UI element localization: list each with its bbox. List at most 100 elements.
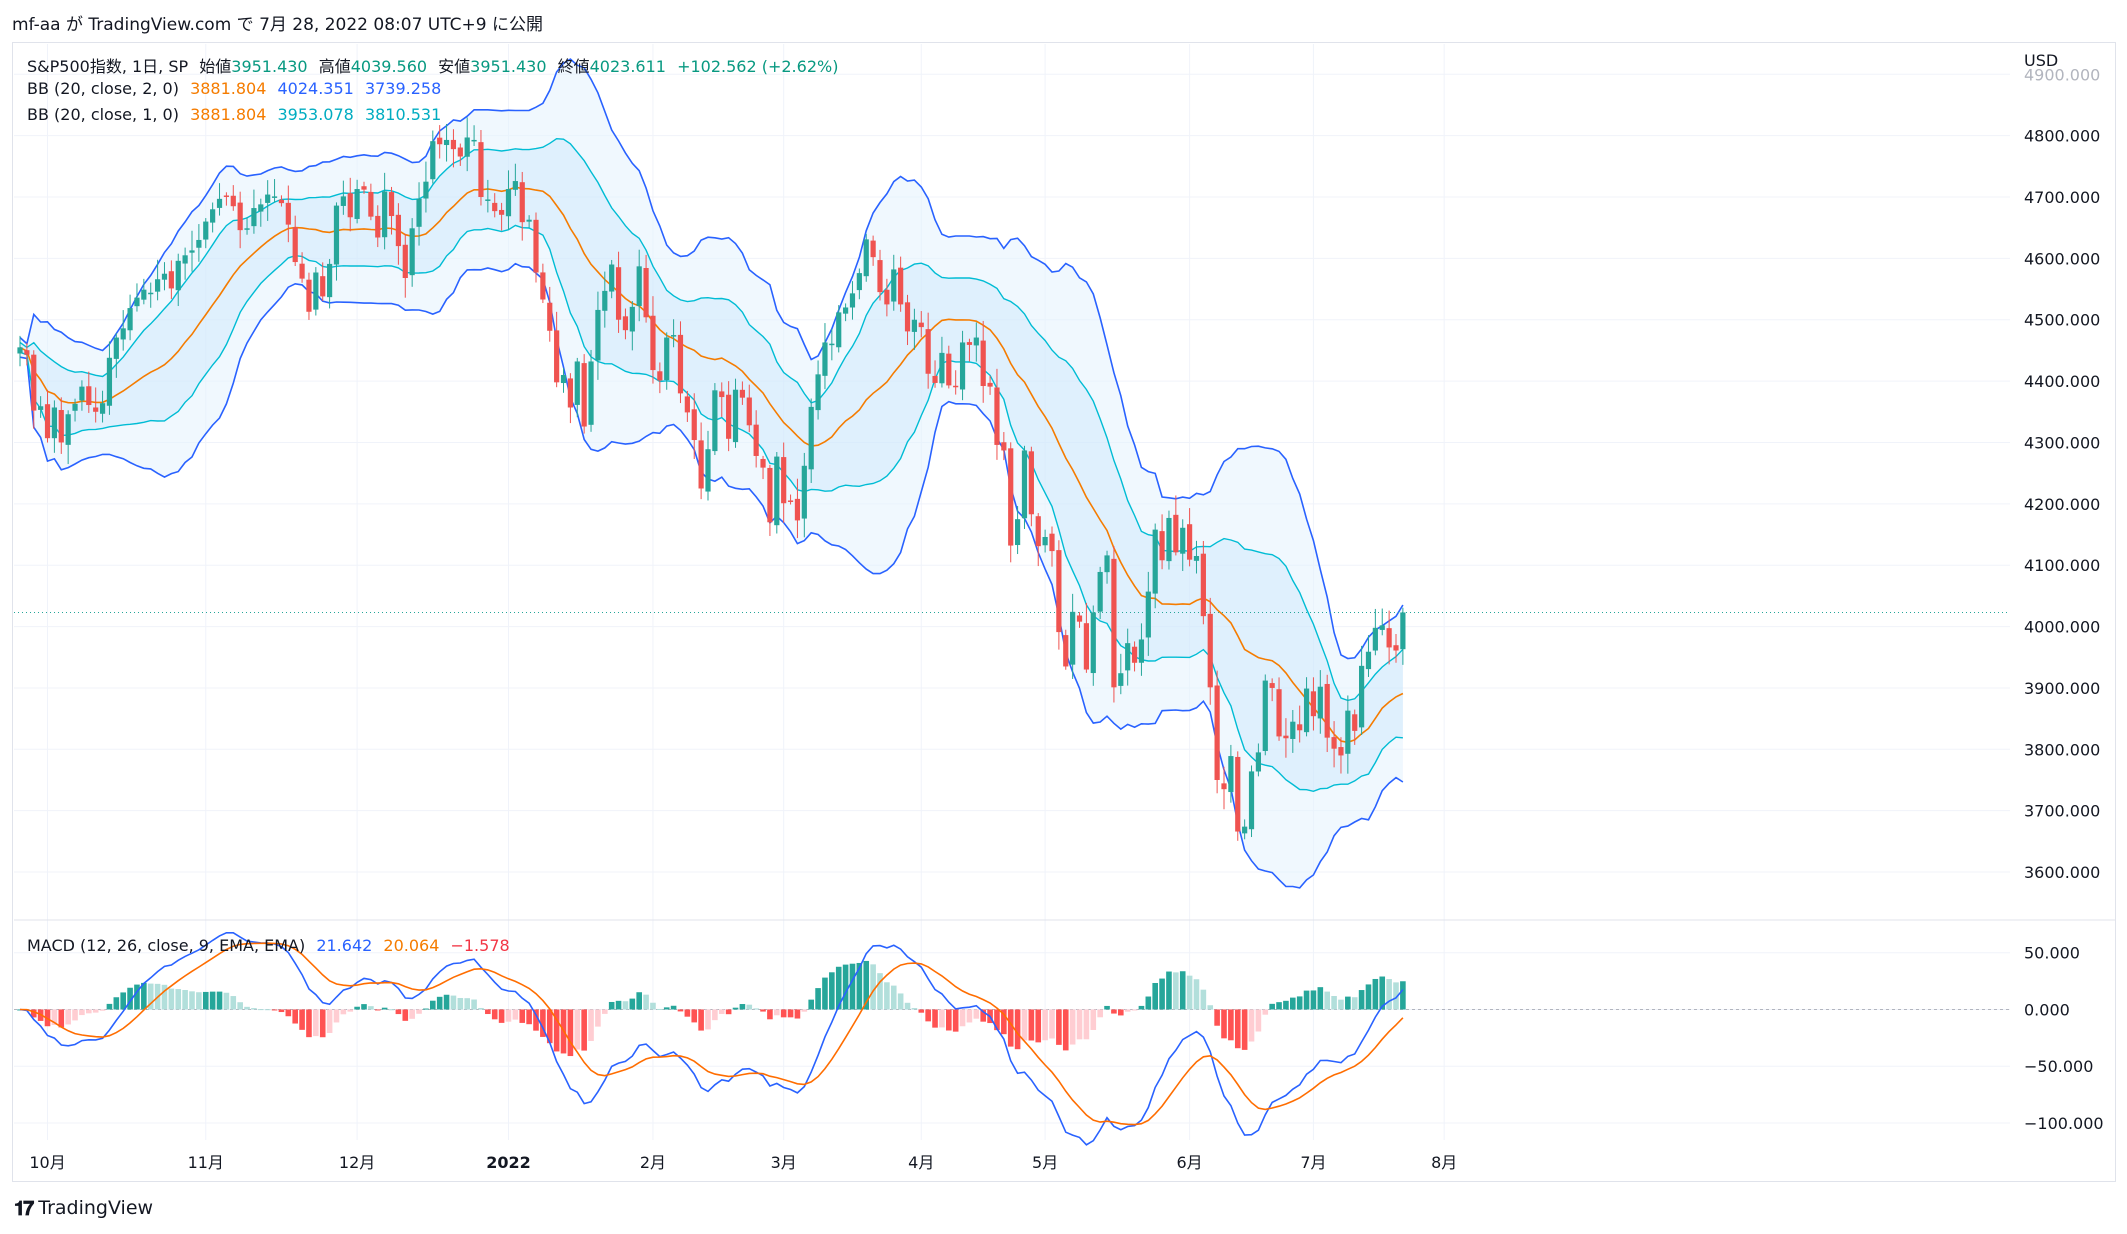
macd-histogram-bar: [574, 1009, 581, 1050]
macd-histogram-bar: [1331, 996, 1337, 1010]
macd-tick-label: −100.000: [2024, 1114, 2104, 1133]
candle-body: [375, 215, 381, 238]
candle-body: [1083, 623, 1089, 670]
macd-histogram-bar: [258, 1009, 264, 1011]
macd-histogram-bar: [1324, 991, 1330, 1010]
candle-body: [203, 221, 209, 240]
time-tick-label: 2022: [486, 1153, 531, 1172]
macd-histogram-bar: [746, 1004, 753, 1010]
candle-body: [340, 196, 346, 206]
macd-histogram-bar: [313, 1009, 319, 1037]
candle-body: [822, 342, 828, 376]
candle-body: [774, 456, 780, 526]
macd-histogram-bar: [973, 1009, 980, 1019]
candle-body: [1214, 685, 1220, 780]
macd-histogram-bar: [966, 1009, 973, 1023]
candle-body: [333, 205, 340, 265]
macd-histogram-bar: [374, 1009, 381, 1011]
candle-body: [1056, 550, 1062, 633]
price-tick-label: 4700.000: [2024, 188, 2100, 207]
candle-body: [705, 449, 711, 492]
bb2-lower-line: [19, 262, 1404, 889]
candle-body: [588, 361, 594, 425]
candle-body: [93, 407, 99, 412]
candle-body: [746, 397, 752, 426]
close-value: 4023.611: [589, 57, 666, 76]
candle-body: [505, 189, 512, 217]
candle-body: [980, 340, 986, 387]
candle-body: [388, 192, 395, 217]
candle-body: [320, 276, 326, 297]
candle-body: [994, 387, 1000, 445]
bb1-label[interactable]: BB (20, close, 1, 0): [27, 105, 179, 124]
chart-frame[interactable]: [12, 42, 2116, 1182]
macd-histogram-bar: [1014, 1009, 1021, 1050]
macd-histogram-bar: [801, 1009, 808, 1012]
macd-histogram-bar: [629, 998, 636, 1010]
candle-body: [602, 290, 608, 311]
macd-histogram-bar: [361, 1004, 367, 1010]
candle-body: [643, 267, 649, 318]
macd-histogram-bar: [1097, 1009, 1103, 1018]
bb2-label[interactable]: BB (20, close, 2, 0): [27, 79, 179, 98]
symbol-label[interactable]: S&P500指数, 1日, SP: [27, 57, 189, 76]
price-tick-label: 4100.000: [2024, 556, 2100, 575]
candle-body: [306, 279, 312, 312]
macd-histogram-bar: [72, 1009, 78, 1021]
candle-body: [86, 386, 92, 406]
macd-histogram-bar: [1310, 990, 1317, 1010]
candle-body: [671, 335, 677, 337]
macd-histogram-bar: [822, 977, 828, 1010]
time-tick-label: 2月: [640, 1153, 666, 1172]
macd-histogram-bar: [1173, 972, 1179, 1010]
macd-histogram-bar: [526, 1009, 532, 1025]
hist-value: −1.578: [450, 936, 510, 955]
candle-body: [939, 352, 945, 384]
candle-body: [1290, 721, 1296, 739]
bb2-legend: BB (20, close, 2, 0) 3881.804 4024.351 3…: [27, 79, 447, 98]
price-tick-label: 4500.000: [2024, 311, 2100, 330]
candle-body: [1021, 450, 1028, 519]
high-label: 高値: [318, 57, 351, 76]
price-tick-label: 4600.000: [2024, 249, 2100, 268]
brand-footer[interactable]: 𝟏𝟕 TradingView: [14, 1196, 153, 1220]
macd-histogram-bar: [863, 960, 870, 1010]
bb2-upper-line: [19, 58, 1404, 660]
candle-body: [547, 302, 553, 331]
candle-body: [574, 361, 580, 405]
candle-body: [1180, 527, 1186, 554]
candle-body: [265, 194, 271, 203]
macd-histogram-bar: [409, 1009, 415, 1019]
macd-histogram-bar: [1028, 1009, 1035, 1041]
macd-histogram-bar: [299, 1009, 305, 1030]
macd-histogram-bar: [505, 1009, 512, 1022]
macd-histogram-bar: [877, 973, 883, 1010]
candle-body: [402, 244, 408, 279]
macd-histogram-bar: [512, 1009, 519, 1020]
candle-body: [1028, 451, 1034, 515]
macd-histogram-bar: [980, 1009, 986, 1022]
macd-histogram-bar: [1104, 1005, 1110, 1010]
macd-histogram-bar: [485, 1009, 491, 1015]
candle-body: [1200, 553, 1206, 617]
candle-body: [932, 375, 938, 383]
price-legend: S&P500指数, 1日, SP 始値3951.430 高値4039.560 安…: [27, 53, 844, 77]
macd-histogram-bar: [450, 995, 457, 1010]
macd-histogram-bar: [306, 1009, 312, 1038]
time-tick-label: 12月: [339, 1153, 375, 1172]
macd-label[interactable]: MACD (12, 26, close, 9, EMA, EMA): [27, 936, 306, 955]
candle-body: [17, 347, 23, 354]
candle-body: [1187, 524, 1193, 560]
low-label: 安値: [438, 57, 471, 76]
macd-histogram-bar: [952, 1009, 959, 1032]
candle-body: [760, 458, 766, 468]
candle-body: [753, 424, 759, 456]
bb1-upper-value: 3953.078: [277, 105, 354, 124]
macd-histogram-bar: [244, 1006, 250, 1010]
time-tick-label: 8月: [1431, 1153, 1457, 1172]
macd-histogram-bar: [725, 1009, 732, 1015]
price-tick-label: 4200.000: [2024, 495, 2100, 514]
macd-histogram-bar: [478, 1007, 484, 1010]
candle-body: [1207, 613, 1213, 688]
